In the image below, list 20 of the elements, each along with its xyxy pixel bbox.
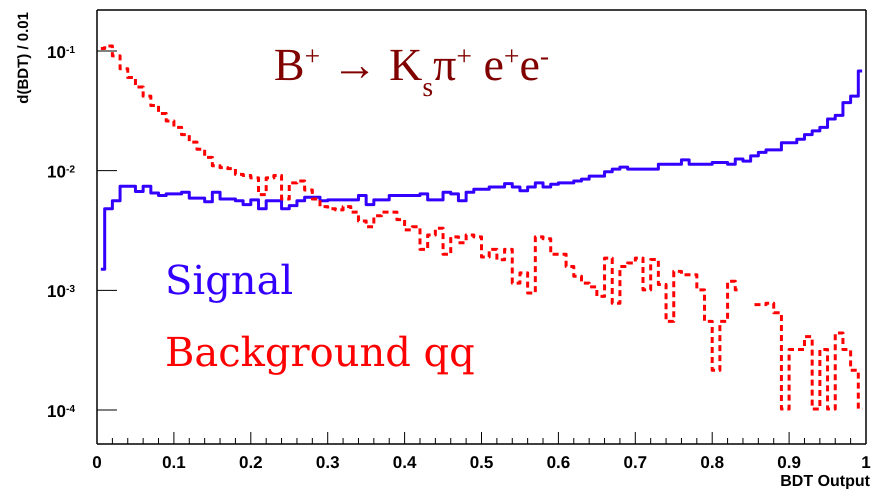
series-label: Background qq: [165, 330, 475, 376]
y-tick-label: 10$^{-4}$: [47, 402, 76, 421]
x-tick-label: 0.1: [162, 453, 186, 472]
y-tick-label: 10$^{-1}$: [47, 42, 76, 62]
y-tick-label: 10$^{-2}$: [47, 162, 76, 182]
x-tick-label: 1: [861, 453, 871, 472]
x-tick-label: 0.2: [238, 453, 263, 472]
chart-title: B$^{+}$ → K$_{s}$π$^{+}$ e$^{+}$e$^{-}$: [274, 39, 550, 102]
x-tick-label: 0: [92, 453, 102, 472]
series-label: Signal: [165, 258, 294, 304]
x-tick-label: 0.6: [546, 453, 570, 472]
x-tick-label: 0.3: [316, 453, 340, 472]
x-tick-label: 0.9: [777, 453, 801, 472]
x-tick-label: 0.4: [392, 453, 417, 472]
y-axis-title: d(BDT) / 0.01: [15, 12, 32, 104]
x-tick-label: 0.5: [470, 453, 494, 472]
x-tick-label: 0.8: [700, 453, 724, 472]
x-tick-label: 0.7: [623, 453, 648, 472]
y-tick-label: 10$^{-3}$: [47, 282, 76, 302]
x-axis-title: BDT Output: [780, 473, 871, 489]
